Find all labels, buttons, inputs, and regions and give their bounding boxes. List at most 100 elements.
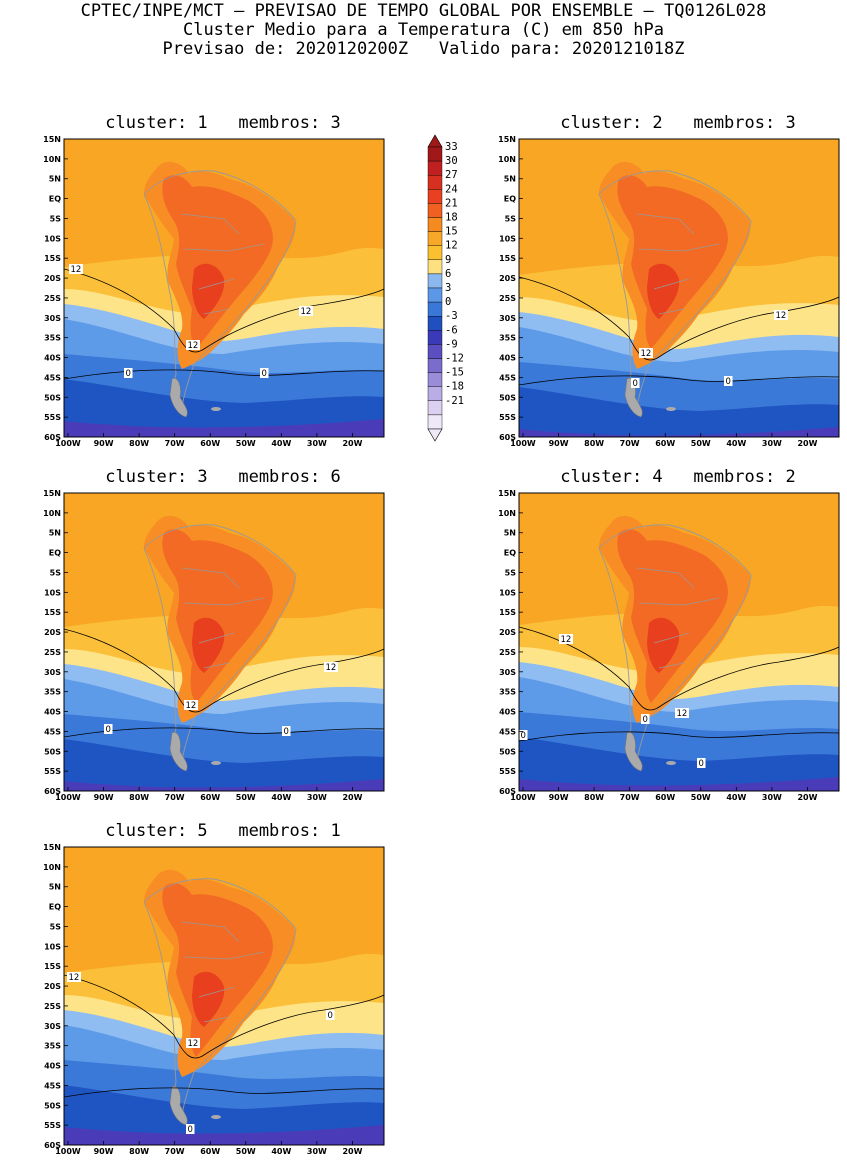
patagonia-terrain	[169, 1085, 188, 1126]
lon-label: 50W	[236, 793, 256, 802]
lon-label: 70W	[165, 1147, 185, 1156]
lat-label: 55S	[44, 1121, 61, 1130]
lat-label: 20S	[44, 628, 61, 637]
colorbar-segment	[427, 330, 443, 345]
lon-label: 70W	[165, 793, 185, 802]
lon-label: 30W	[307, 439, 327, 448]
lat-label: 45S	[44, 373, 61, 382]
lat-label: 30S	[44, 1022, 61, 1031]
lat-label: 10S	[499, 234, 516, 243]
lat-label: 5S	[505, 214, 517, 223]
falklands	[666, 407, 676, 411]
colorbar-segment	[427, 217, 443, 232]
contour-label: 0	[188, 1125, 193, 1135]
contour-label-bg	[697, 758, 706, 768]
colorbar-label: 12	[445, 240, 458, 252]
dark-blue-band	[64, 379, 384, 437]
colorbar-label: 21	[445, 197, 458, 209]
lat-label: 25S	[44, 294, 61, 303]
lat-label: 25S	[44, 1002, 61, 1011]
contour-label: 12	[301, 307, 312, 317]
continent-outline	[143, 524, 297, 762]
contour-label-bg	[69, 264, 83, 274]
lat-label: 15S	[44, 254, 61, 263]
colorbar-label: 3	[445, 282, 451, 294]
lat-label: 60S	[44, 787, 61, 796]
lat-label: 35S	[44, 688, 61, 697]
continent-hottest-area	[192, 617, 225, 673]
lat-label: 15S	[499, 254, 516, 263]
lon-label: 20W	[797, 439, 817, 448]
patagonia-terrain	[169, 731, 188, 772]
contour-label-bg	[639, 348, 653, 358]
continent-hottest-area	[192, 263, 225, 319]
lat-label: 50S	[44, 747, 61, 756]
colorbar-segment	[427, 414, 443, 430]
contour-0	[519, 375, 839, 386]
lat-label: 40S	[44, 708, 61, 717]
lat-label: 40S	[499, 708, 516, 717]
continent-hottest-area	[647, 617, 680, 673]
colorbar-segment	[427, 315, 443, 331]
lon-label: 60W	[200, 1147, 220, 1156]
colorbar-label: 27	[445, 169, 458, 181]
lon-label: 80W	[584, 439, 604, 448]
purple-band	[519, 777, 839, 791]
lat-label: 15S	[499, 608, 516, 617]
falklands	[211, 761, 221, 765]
colorbar-segment	[427, 358, 443, 373]
lat-label: 15N	[43, 489, 61, 498]
colorbar-label: 24	[445, 183, 458, 195]
contour-label-bg	[675, 708, 689, 718]
contour-label: 0	[633, 379, 638, 389]
lat-label: 40S	[499, 354, 516, 363]
contour-label: 0	[328, 1011, 333, 1021]
lat-label: 15N	[43, 135, 61, 144]
lat-label: EQ	[49, 903, 61, 912]
lat-label: 50S	[499, 747, 516, 756]
map-panel-1: 12 12 12 0 0 15N 10N 5N EQ 5S 10S 15S 20S 25S 30S 35S 40…	[20, 133, 385, 448]
falklands	[211, 407, 221, 411]
contour-label-bg	[260, 368, 269, 378]
lon-label: 50W	[691, 793, 711, 802]
lat-label: EQ	[504, 195, 516, 204]
lat-label: 25S	[499, 294, 516, 303]
lat-label: 30S	[44, 314, 61, 323]
continent-outline	[143, 170, 297, 408]
colorbar-label: 15	[445, 226, 458, 238]
contour-label-bg	[774, 310, 788, 320]
lat-label: 5N	[504, 529, 516, 538]
lon-label: 30W	[307, 1147, 327, 1156]
contour-label-bg	[184, 700, 198, 710]
lat-label: 35S	[44, 1042, 61, 1051]
dark-blue-band	[64, 1085, 384, 1145]
lat-label: 20S	[499, 628, 516, 637]
contour-label: 0	[699, 759, 704, 769]
lat-label: 30S	[499, 668, 516, 677]
lat-label: 55S	[44, 413, 61, 422]
lat-label: 35S	[499, 688, 516, 697]
lat-label: 5N	[49, 529, 61, 538]
continent-hot-area	[617, 175, 728, 349]
map-panel-5: 12 12 0 0 15N 10N 5N EQ 5S 10S 15S 20S 25S 30S 35S 40S 4…	[20, 841, 385, 1156]
contour-label-bg	[631, 378, 640, 388]
contour-label-bg	[519, 730, 528, 740]
lon-label: 100W	[55, 1147, 81, 1156]
lon-label: 40W	[726, 439, 746, 448]
lat-label: 10N	[43, 863, 61, 872]
lat-label: 15S	[44, 962, 61, 971]
contour-12	[519, 276, 839, 361]
colorbar-bottom-arrow	[427, 428, 443, 442]
lat-label: 30S	[44, 668, 61, 677]
lat-label: 10S	[499, 588, 516, 597]
lat-label: 20S	[44, 982, 61, 991]
lat-label: 40S	[44, 354, 61, 363]
lat-label: 35S	[44, 334, 61, 343]
contour-12	[519, 626, 839, 711]
lat-label: 5S	[50, 922, 62, 931]
contour-label: 12	[677, 709, 688, 719]
colorbar-segment	[427, 259, 443, 275]
contour-0	[519, 731, 839, 742]
contour-label-bg	[324, 662, 338, 672]
contour-label-bg	[282, 726, 291, 736]
